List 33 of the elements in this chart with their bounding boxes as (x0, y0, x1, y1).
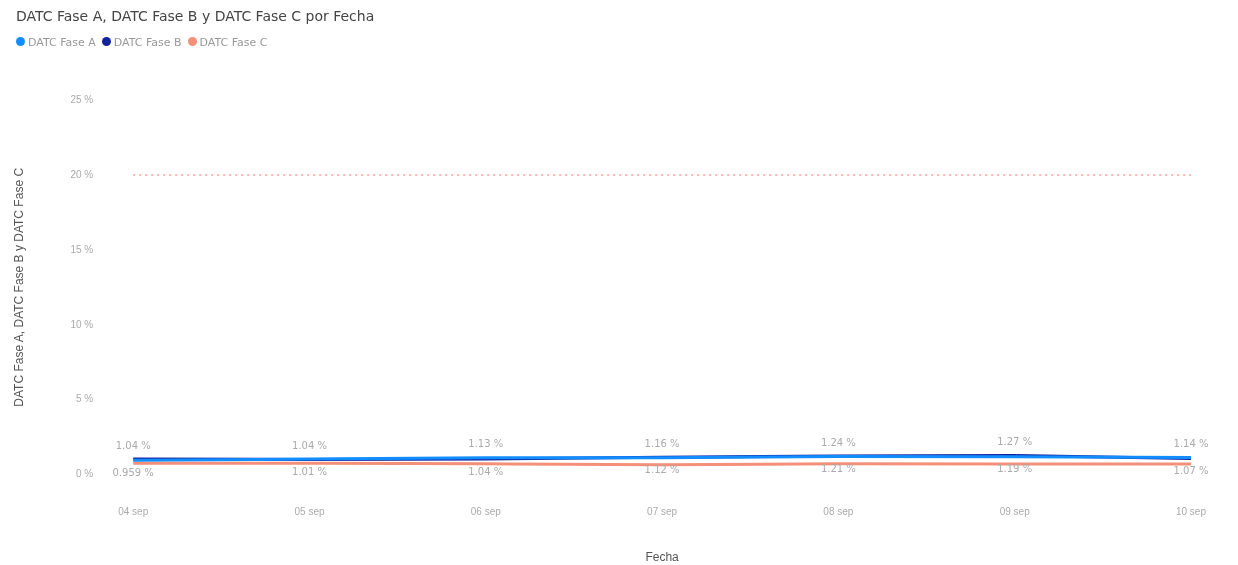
x-tick-label: 10 sep (1175, 506, 1207, 518)
data-label: 1.04 % (292, 439, 327, 451)
x-tick-label: 09 sep (999, 506, 1031, 518)
data-label: 1.19 % (997, 463, 1033, 475)
x-tick-label: 07 sep (647, 506, 678, 518)
y-tick-label: 0 % (75, 468, 94, 480)
y-tick-label: 5 % (75, 393, 94, 405)
data-label: 1.12 % (644, 464, 680, 476)
data-label: 1.24 % (820, 436, 856, 448)
chart-title: DATC Fase A, DATC Fase B y DATC Fase C por Fecha (16, 8, 375, 24)
legend-label: DATC Fase C (198, 36, 268, 49)
y-tick-label: 10 % (70, 318, 94, 330)
x-tick-label: 08 sep (823, 506, 854, 518)
legend-label: DATC Fase A (27, 36, 96, 49)
data-label: 1.16 % (644, 437, 680, 449)
y-tick-label: 25 % (70, 93, 94, 105)
data-label: 1.04 % (468, 465, 504, 477)
x-axis-title: Fecha (645, 550, 680, 565)
data-label: 1.13 % (468, 438, 504, 450)
x-tick-label: 05 sep (294, 506, 325, 518)
data-label: 1.07 % (1173, 465, 1209, 477)
y-axis-title: DATC Fase A, DATC Fase B y DATC Fase C (11, 167, 26, 407)
data-label: 1.21 % (820, 463, 856, 475)
data-label: 1.14 % (1173, 438, 1209, 450)
x-tick-label: 04 sep (118, 506, 149, 518)
data-label: 1.27 % (997, 436, 1033, 448)
data-label: 0.959 % (112, 466, 154, 478)
y-tick-label: 15 % (70, 243, 94, 255)
x-tick-label: 06 sep (470, 506, 502, 518)
data-label: 1.01 % (292, 466, 327, 478)
data-label: 1.04 % (115, 439, 151, 451)
legend-label: DATC Fase B (112, 36, 182, 49)
y-tick-label: 20 % (70, 168, 94, 180)
